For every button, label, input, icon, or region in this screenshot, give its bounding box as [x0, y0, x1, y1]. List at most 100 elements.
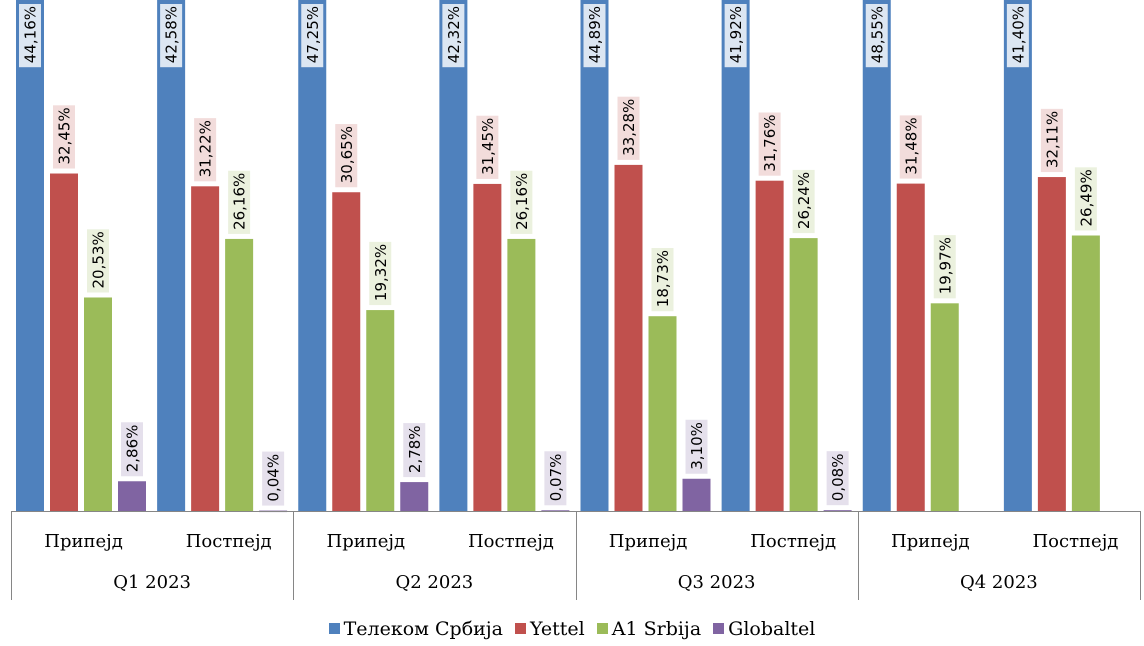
- data-label-bg: [617, 96, 640, 160]
- data-label-bg: [301, 4, 324, 68]
- data-labels: 44,16% 42,58% 47,25% 42,32% 44,89% 41,92% 48,5…: [19, 4, 1097, 506]
- group-tick-label: Q1 2023: [113, 572, 191, 593]
- data-label-bg: [792, 169, 815, 234]
- bar: [614, 164, 643, 511]
- data-label: 31,45%: [479, 118, 497, 175]
- data-label-bg: [933, 235, 956, 299]
- category-tick-label: Припејд: [44, 531, 123, 552]
- bar: [473, 183, 502, 512]
- bar: [50, 173, 78, 511]
- group-tick-label: Q3 2023: [678, 572, 756, 593]
- legend-item: Globaltel: [713, 618, 815, 640]
- category-tick-label: Постпејд: [1032, 531, 1118, 552]
- data-label: 41,92%: [727, 6, 745, 63]
- data-label-bg: [865, 4, 888, 68]
- data-label: 26,16%: [231, 173, 249, 230]
- legend-label: Телеком Србија: [343, 618, 504, 640]
- category-tick-label: Постпејд: [750, 531, 836, 552]
- bar: [157, 0, 186, 511]
- data-label-bg: [194, 118, 217, 182]
- data-label-bg: [685, 419, 708, 474]
- legend-item: Телеком Србија: [328, 618, 504, 640]
- data-label-bg: [1006, 4, 1029, 68]
- data-label: 20,53%: [90, 231, 108, 288]
- data-label-bg: [510, 170, 533, 234]
- legend-swatch: [515, 623, 527, 634]
- data-label: 31,22%: [197, 120, 215, 177]
- data-label: 42,58%: [163, 6, 181, 63]
- data-label: 19,97%: [936, 237, 954, 294]
- data-label-bg: [19, 4, 41, 68]
- data-label: 19,32%: [372, 244, 390, 301]
- data-label-bg: [724, 4, 747, 68]
- data-label: 30,65%: [338, 126, 356, 183]
- bar: [439, 0, 468, 511]
- data-label-bg: [262, 451, 285, 506]
- legend-swatch: [596, 623, 608, 634]
- data-label: 32,45%: [56, 107, 74, 164]
- bar: [648, 316, 677, 511]
- data-label-bg: [87, 229, 109, 293]
- data-label: 44,16%: [22, 6, 40, 63]
- category-tick-label: Припејд: [609, 531, 688, 552]
- data-label: 42,32%: [445, 6, 463, 63]
- data-label: 3,10%: [688, 422, 706, 470]
- data-label-bg: [1040, 108, 1063, 173]
- category-tick-label: Постпејд: [468, 531, 554, 552]
- bar: [507, 238, 536, 511]
- category-tick-label: Припејд: [327, 531, 406, 552]
- group-tick-label: Q4 2023: [960, 572, 1038, 593]
- data-label-bg: [544, 451, 567, 506]
- data-label-bg: [1074, 167, 1097, 231]
- legend-swatch: [328, 623, 340, 634]
- data-label-bg: [335, 124, 358, 188]
- legend-item: Yettel: [515, 618, 585, 640]
- data-label: 33,28%: [620, 99, 638, 156]
- bar: [1037, 177, 1066, 511]
- data-label: 41,40%: [1009, 6, 1027, 63]
- x-axis: Припејд Постпејд Q1 2023 Припејд Постпејд Q2 …: [11, 511, 1141, 600]
- bar: [721, 0, 750, 511]
- legend-label: Globaltel: [728, 618, 816, 640]
- bar: [1071, 235, 1100, 511]
- bar: [1003, 0, 1032, 511]
- bar: [298, 0, 327, 511]
- data-label: 26,49%: [1077, 169, 1095, 226]
- data-label-bg: [476, 115, 499, 179]
- data-label-bg: [121, 422, 143, 477]
- data-label-bg: [758, 112, 781, 176]
- legend-swatch: [713, 623, 725, 634]
- data-label: 44,89%: [586, 6, 604, 63]
- group-tick-label: Q2 2023: [396, 572, 474, 593]
- data-label: 26,24%: [795, 172, 813, 229]
- legend: Телеком Србија Yettel A1 Srbija Globaltel: [0, 618, 1144, 640]
- bar: [789, 238, 818, 511]
- data-label: 31,48%: [902, 117, 920, 174]
- bar: [682, 478, 711, 511]
- data-label: 48,55%: [868, 6, 886, 63]
- bar: [930, 303, 959, 511]
- data-label: 2,86%: [124, 425, 142, 473]
- bar: [755, 180, 784, 512]
- bar: [862, 0, 891, 511]
- data-label: 47,25%: [304, 6, 322, 63]
- bar: [580, 0, 609, 511]
- legend-item: A1 Srbija: [596, 618, 702, 640]
- data-label-bg: [583, 4, 606, 68]
- data-label: 0,08%: [829, 454, 847, 502]
- bar: [16, 0, 44, 511]
- data-label: 26,16%: [513, 173, 531, 230]
- bar: [225, 238, 254, 511]
- data-label-bg: [369, 241, 392, 306]
- data-label-bg: [442, 4, 465, 68]
- data-label-bg: [53, 105, 75, 169]
- bar: [191, 186, 220, 511]
- data-label: 0,07%: [547, 454, 565, 502]
- category-tick-label: Постпејд: [186, 531, 272, 552]
- bar: [400, 482, 429, 511]
- data-label: 18,73%: [654, 250, 672, 307]
- legend-label: A1 Srbija: [611, 618, 702, 640]
- bars: [16, 0, 1100, 513]
- data-label: 31,76%: [761, 114, 779, 171]
